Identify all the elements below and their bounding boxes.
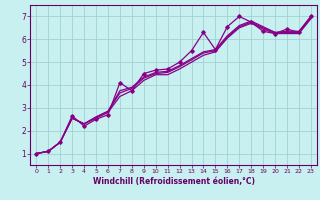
X-axis label: Windchill (Refroidissement éolien,°C): Windchill (Refroidissement éolien,°C) — [92, 177, 255, 186]
